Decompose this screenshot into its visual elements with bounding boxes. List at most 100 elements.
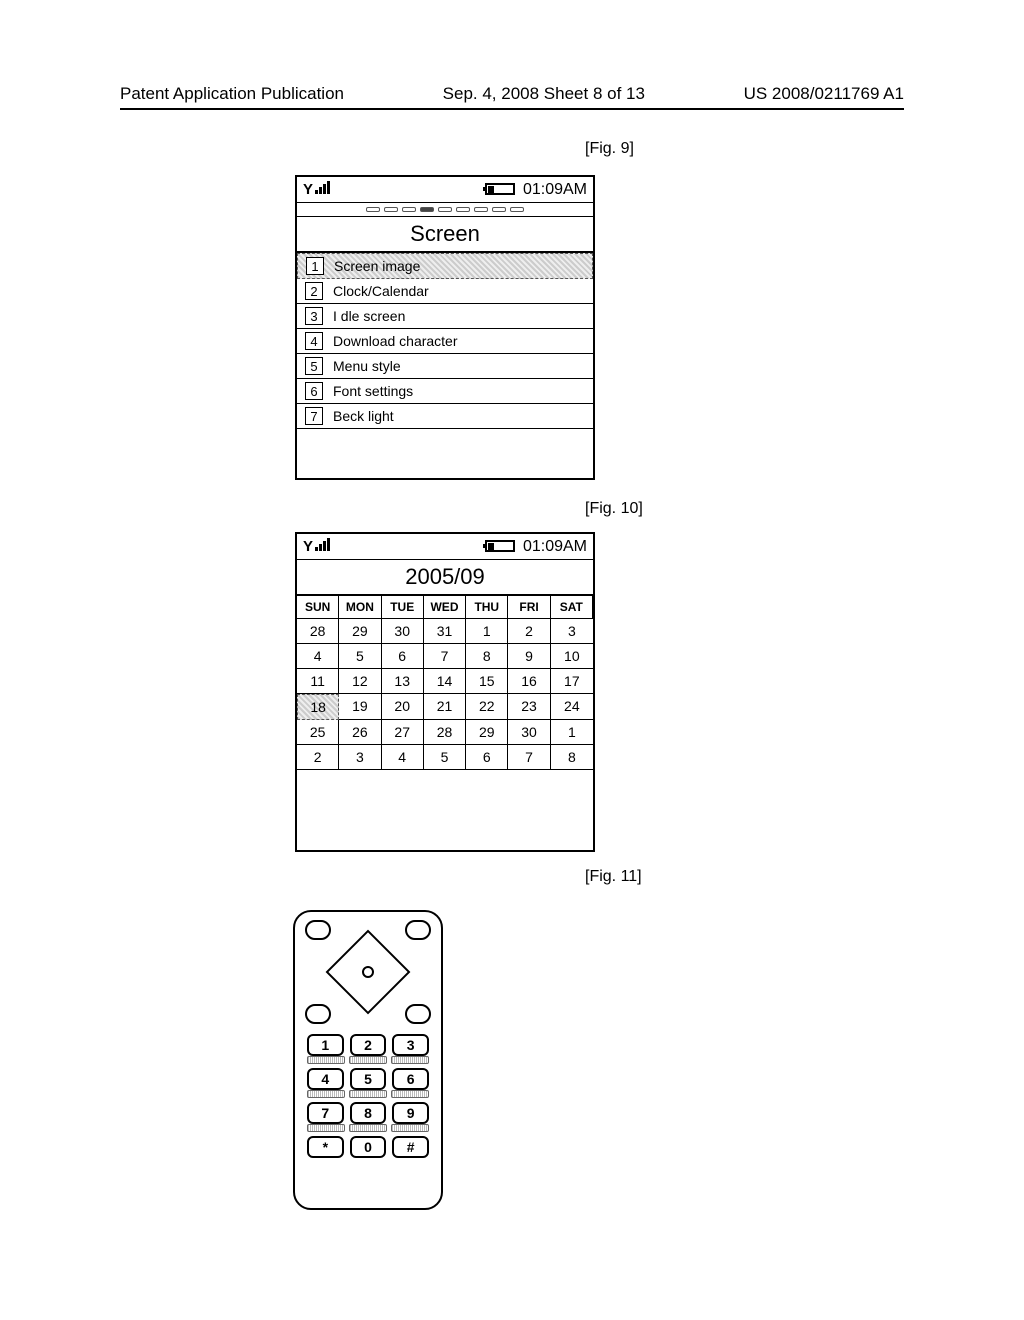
statusbar: Y 01:09AM	[297, 177, 593, 203]
fig9-label: [Fig. 9]	[585, 140, 634, 158]
calendar-cell[interactable]: 2	[508, 619, 550, 644]
calendar-cell[interactable]: 28	[424, 720, 466, 745]
keypad-key[interactable]: 6	[392, 1068, 429, 1090]
keypad-row: 123	[295, 1032, 441, 1056]
calendar-cell[interactable]: 31	[424, 619, 466, 644]
menu-item[interactable]: 1 Screen image	[297, 253, 593, 279]
calendar-cell[interactable]: 5	[424, 745, 466, 770]
calendar-cell[interactable]: 30	[508, 720, 550, 745]
calendar-cell[interactable]: 8	[466, 644, 508, 669]
battery-icon	[485, 183, 515, 195]
keypad-key[interactable]: 3	[392, 1034, 429, 1056]
keypad-spacer	[307, 1090, 345, 1098]
keypad-key[interactable]: 1	[307, 1034, 344, 1056]
clock-text: 01:09AM	[523, 181, 587, 198]
keypad-key[interactable]: *	[307, 1136, 344, 1158]
calendar-cell[interactable]: 29	[466, 720, 508, 745]
keypad-spacer-row	[295, 1090, 441, 1100]
menu-item[interactable]: 2Clock/Calendar	[297, 279, 593, 304]
calendar-cell[interactable]: 27	[382, 720, 424, 745]
keypad: 123 456 789 * 0#	[295, 1032, 441, 1158]
fig10-screen: Y 01:09AM 2005/09 SUNMONTUEWEDTHUFRISAT2…	[295, 532, 595, 852]
keypad-key[interactable]: #	[392, 1136, 429, 1158]
calendar-cell[interactable]: 7	[508, 745, 550, 770]
calendar-cell[interactable]: 15	[466, 669, 508, 694]
menu-item-number: 5	[305, 357, 323, 375]
calendar-cell[interactable]: 4	[297, 644, 339, 669]
calendar-cell[interactable]: 3	[551, 619, 593, 644]
calendar-cell[interactable]: 4	[382, 745, 424, 770]
calendar-cell[interactable]: 12	[339, 669, 381, 694]
softkey-bottom-right[interactable]	[405, 1004, 431, 1024]
keypad-key[interactable]: 2	[350, 1034, 387, 1056]
calendar-cell[interactable]: 8	[551, 745, 593, 770]
calendar-cell[interactable]: 18	[297, 694, 339, 720]
header-left: Patent Application Publication	[120, 84, 344, 104]
calendar-cell[interactable]: 25	[297, 720, 339, 745]
dpad[interactable]	[326, 930, 411, 1015]
keypad-spacer	[391, 1090, 429, 1098]
page-dots	[297, 203, 593, 217]
menu-item[interactable]: 7Beck light	[297, 404, 593, 429]
statusbar-2: Y 01:09AM	[297, 534, 593, 560]
calendar-cell[interactable]: 16	[508, 669, 550, 694]
keypad-key[interactable]: 0	[350, 1136, 387, 1158]
menu-item[interactable]: 5Menu style	[297, 354, 593, 379]
keypad-key[interactable]: 5	[350, 1068, 387, 1090]
keypad-spacer	[307, 1056, 345, 1064]
calendar-cell[interactable]: 23	[508, 694, 550, 720]
keypad-spacer	[349, 1124, 387, 1132]
calendar-cell[interactable]: 1	[466, 619, 508, 644]
calendar-cell[interactable]: 14	[424, 669, 466, 694]
calendar-cell[interactable]: 6	[466, 745, 508, 770]
keypad-spacer-row	[295, 1056, 441, 1066]
keypad-key[interactable]: 4	[307, 1068, 344, 1090]
keypad-spacer	[307, 1124, 345, 1132]
menu-item-number: 1	[306, 257, 324, 275]
calendar-day-header: SAT	[551, 596, 593, 619]
calendar-cell[interactable]: 1	[551, 720, 593, 745]
calendar-cell[interactable]: 11	[297, 669, 339, 694]
calendar-cell[interactable]: 19	[339, 694, 381, 720]
nav-area	[295, 912, 441, 1032]
calendar-cell[interactable]: 30	[382, 619, 424, 644]
softkey-top-left[interactable]	[305, 920, 331, 940]
calendar-day-header: SUN	[297, 596, 339, 619]
menu-list: 1 Screen image 2Clock/Calendar3I dle scree…	[297, 253, 593, 429]
calendar-cell[interactable]: 10	[551, 644, 593, 669]
menu-item-number: 6	[305, 382, 323, 400]
calendar-cell[interactable]: 29	[339, 619, 381, 644]
keypad-key[interactable]: 9	[392, 1102, 429, 1124]
calendar-cell[interactable]: 20	[382, 694, 424, 720]
menu-item[interactable]: 4Download character	[297, 329, 593, 354]
keypad-key[interactable]: 8	[350, 1102, 387, 1124]
keypad-device: 123 456 789 * 0#	[293, 910, 443, 1210]
calendar-cell[interactable]: 6	[382, 644, 424, 669]
calendar-cell[interactable]: 24	[551, 694, 593, 720]
screen-title: Screen	[297, 217, 593, 253]
calendar-cell[interactable]: 5	[339, 644, 381, 669]
softkey-top-right[interactable]	[405, 920, 431, 940]
calendar-grid: SUNMONTUEWEDTHUFRISAT2829303112345678910…	[297, 596, 593, 770]
softkey-bottom-left[interactable]	[305, 1004, 331, 1024]
keypad-key[interactable]: 7	[307, 1102, 344, 1124]
calendar-cell[interactable]: 9	[508, 644, 550, 669]
calendar-cell[interactable]: 3	[339, 745, 381, 770]
calendar-cell[interactable]: 21	[424, 694, 466, 720]
calendar-cell[interactable]: 7	[424, 644, 466, 669]
page-header: Patent Application Publication Sep. 4, 2…	[120, 84, 904, 104]
menu-item-label: Beck light	[333, 408, 394, 424]
battery-icon	[485, 540, 515, 552]
calendar-cell[interactable]: 22	[466, 694, 508, 720]
menu-item-label: Screen image	[334, 258, 420, 274]
menu-item[interactable]: 6Font settings	[297, 379, 593, 404]
dpad-center[interactable]	[360, 964, 377, 981]
keypad-spacer-row	[295, 1124, 441, 1134]
menu-item[interactable]: 3I dle screen	[297, 304, 593, 329]
calendar-cell[interactable]: 2	[297, 745, 339, 770]
calendar-day-header: TUE	[382, 596, 424, 619]
calendar-cell[interactable]: 28	[297, 619, 339, 644]
calendar-cell[interactable]: 26	[339, 720, 381, 745]
calendar-cell[interactable]: 17	[551, 669, 593, 694]
calendar-cell[interactable]: 13	[382, 669, 424, 694]
